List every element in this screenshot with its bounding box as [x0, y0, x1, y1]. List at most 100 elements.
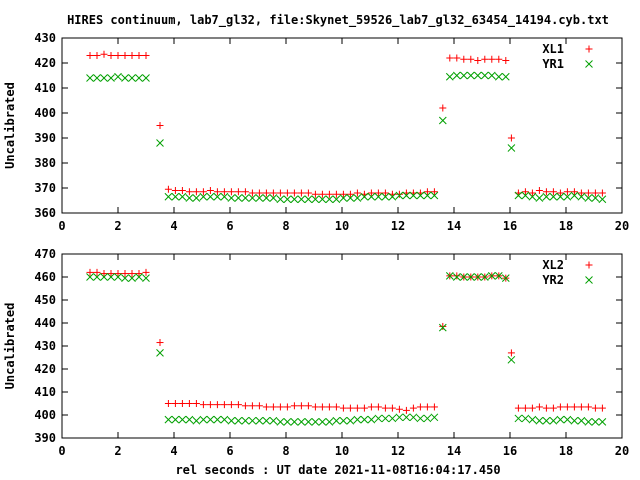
data-point	[346, 416, 355, 425]
data-point	[276, 418, 285, 426]
data-point	[234, 401, 242, 409]
x-tick-label: 4	[170, 444, 177, 458]
data-point	[488, 55, 496, 63]
data-point	[318, 418, 327, 426]
data-point	[220, 188, 228, 196]
y-tick-label: 440	[34, 316, 56, 330]
data-point	[598, 195, 607, 204]
data-point	[185, 400, 193, 407]
x-tick-label: 14	[447, 444, 461, 458]
data-point	[521, 188, 529, 196]
data-point	[262, 189, 270, 197]
data-point	[311, 195, 320, 204]
chart-panel-2: 0 2 4 6 8 10 12 14 16 18 20 390 400 410 420 430 440 450 46…	[3, 247, 629, 458]
y-tick-label: 390	[34, 131, 56, 145]
data-point	[466, 71, 475, 80]
data-point	[570, 191, 579, 200]
x-tick-label: 0	[58, 219, 65, 233]
data-point	[374, 189, 382, 197]
data-point	[192, 188, 200, 196]
data-point	[584, 403, 592, 411]
data-point	[374, 403, 382, 411]
data-point	[556, 192, 565, 201]
data-point	[192, 400, 200, 407]
data-point	[591, 194, 600, 202]
data-point	[438, 116, 447, 125]
data-point	[438, 323, 447, 332]
data-point	[474, 57, 482, 64]
data-point	[521, 191, 530, 200]
data-point	[514, 404, 522, 412]
data-point	[206, 401, 214, 409]
legend-label: YR1	[542, 57, 564, 71]
data-point	[353, 404, 361, 412]
data-point	[381, 414, 390, 423]
data-point	[395, 190, 403, 198]
data-point	[346, 404, 354, 412]
data-point	[192, 194, 201, 202]
data-point	[402, 413, 411, 422]
data-point	[367, 192, 376, 201]
data-point	[156, 122, 164, 129]
data-point	[178, 192, 187, 201]
y-tick-label: 420	[34, 362, 56, 376]
data-point	[283, 418, 292, 426]
data-point	[325, 418, 334, 426]
data-point	[304, 189, 312, 197]
series-yr1	[86, 71, 607, 204]
data-point	[549, 188, 557, 196]
x-tick-label: 4	[170, 219, 177, 233]
data-point	[430, 188, 438, 196]
y-tick-label: 420	[34, 56, 56, 70]
x-tick-label: 16	[503, 219, 517, 233]
data-point	[353, 194, 362, 202]
data-point	[381, 189, 389, 197]
data-point	[325, 195, 334, 204]
legend-label: XL1	[542, 42, 564, 56]
data-point	[241, 194, 250, 202]
data-point	[234, 416, 243, 425]
data-point	[220, 401, 228, 409]
data-point	[542, 192, 551, 201]
data-point	[318, 195, 327, 204]
data-point	[346, 190, 354, 198]
data-point	[584, 418, 593, 426]
data-point	[262, 403, 270, 411]
data-point	[416, 191, 425, 200]
data-point	[93, 74, 101, 82]
data-point	[290, 418, 299, 426]
chart-title: HIRES continuum, lab7_gl32, file:Skynet_…	[67, 13, 609, 28]
data-point	[423, 188, 431, 196]
data-point	[416, 403, 424, 411]
data-point	[542, 404, 550, 412]
y-tick-label: 460	[34, 270, 56, 284]
x-tick-label: 2	[114, 219, 121, 233]
data-point	[453, 54, 461, 62]
data-point	[171, 415, 180, 424]
data-point	[107, 273, 115, 281]
data-point	[276, 403, 284, 411]
data-point	[591, 189, 599, 197]
x-tick-label: 16	[503, 444, 517, 458]
data-point	[128, 52, 136, 59]
data-point	[374, 414, 383, 423]
x-tick-label: 12	[391, 219, 405, 233]
data-point	[570, 188, 578, 196]
data-point	[206, 192, 215, 201]
legend-marker	[585, 45, 593, 53]
data-point	[577, 416, 586, 425]
data-point	[325, 190, 333, 198]
data-point	[142, 274, 150, 283]
data-point	[501, 72, 510, 81]
data-point	[297, 189, 305, 197]
data-point	[227, 401, 235, 409]
data-point	[495, 55, 503, 63]
data-point	[241, 188, 249, 196]
data-point	[395, 405, 403, 413]
data-point	[185, 415, 194, 424]
data-point	[199, 188, 207, 196]
y-tick-label: 400	[34, 408, 56, 422]
data-point	[86, 74, 94, 82]
plot-frame	[61, 253, 623, 439]
